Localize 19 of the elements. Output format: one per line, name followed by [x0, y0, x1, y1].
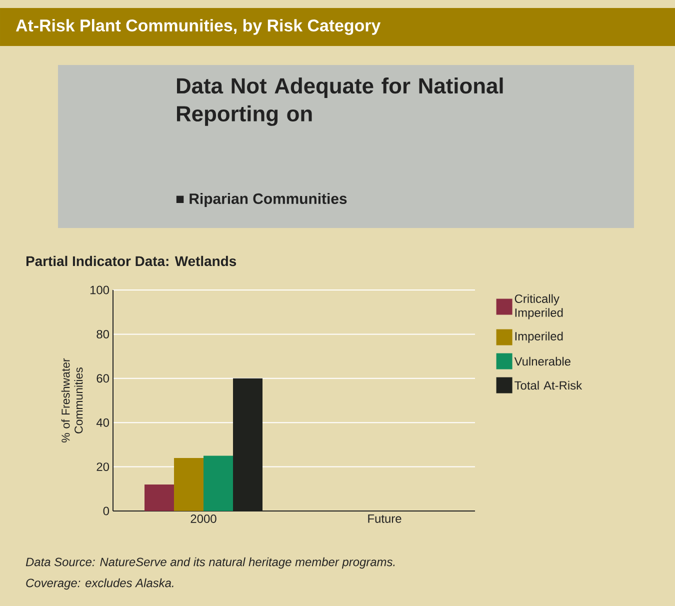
y-tick-label: 20 — [96, 462, 110, 472]
legend-label: Imperiled — [515, 332, 563, 343]
y-tick-label: 80 — [96, 330, 110, 338]
x-tick-label: 2000 — [190, 514, 216, 523]
y-tick-label: 0 — [103, 506, 110, 516]
text: ■ Riparian Communities — [176, 193, 347, 207]
legend-label: Total At-Risk — [514, 380, 582, 390]
legend-label: Critically Imperiled — [514, 294, 563, 320]
y-tick-label: 40 — [96, 418, 110, 427]
y-tick-label: 60 — [96, 374, 110, 383]
source-note: Data Source: NatureServe and its natural heritage member programs. — [26, 557, 395, 569]
text: Data Not Adequate for National Reporting on — [176, 78, 503, 126]
text: Coverage: excludes Alaska. — [26, 578, 174, 590]
y-tick-label: 100 — [90, 286, 110, 294]
x-tick-label: Future — [368, 514, 402, 523]
chart-subtitle: Partial Indicator Data: Wetlands — [26, 256, 236, 266]
legend-label: Vulnerable — [514, 356, 570, 366]
chart-title: At-Risk Plant Communities, by Risk Category — [16, 19, 381, 35]
y-axis-title: % of Freshwater Communities — [61, 358, 83, 442]
